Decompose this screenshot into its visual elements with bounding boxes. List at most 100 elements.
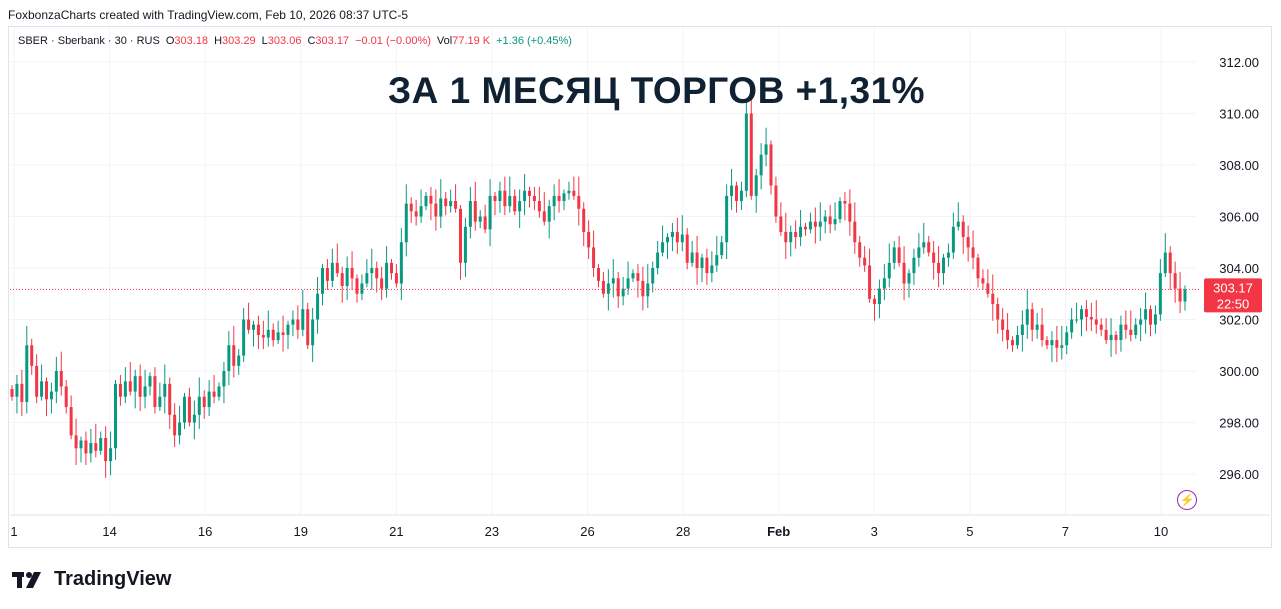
candle-body: [493, 195, 497, 202]
candle-body: [523, 190, 527, 202]
candle-body: [666, 237, 669, 243]
candle-body: [321, 268, 324, 294]
close-label: C: [307, 35, 316, 47]
time-tick-label: 23: [485, 524, 499, 539]
volume-change: +1.36 (+0.45%): [496, 35, 572, 47]
candle-body: [252, 324, 255, 330]
candle-body: [1055, 340, 1059, 348]
candle-body: [64, 386, 68, 408]
candle-body: [804, 226, 807, 230]
candle-body: [695, 252, 699, 268]
candle-body: [542, 211, 546, 222]
lightning-icon[interactable]: ⚡: [1177, 490, 1197, 510]
candle-body: [794, 231, 798, 238]
tradingview-brand[interactable]: TradingView: [12, 568, 171, 591]
candle-body: [1035, 324, 1039, 330]
candle-body: [759, 154, 763, 176]
candle-body: [774, 185, 778, 217]
candle-body: [562, 193, 566, 202]
time-tick-label: 1: [10, 524, 17, 539]
candle-body: [138, 376, 142, 397]
candle-body: [848, 203, 852, 222]
candle-body: [917, 247, 921, 258]
candle-body: [1144, 309, 1148, 320]
candle-body: [710, 265, 714, 274]
candle-body: [192, 414, 196, 423]
candle-body: [892, 247, 896, 263]
candle-body: [133, 376, 137, 392]
candle-body: [897, 247, 901, 263]
price-axis[interactable]: 296.00 298.00 300.00 302.00 304.00 306.00 308.…: [1219, 55, 1259, 482]
time-tick-label: Feb: [767, 524, 790, 539]
candle-body: [503, 190, 507, 207]
candle-body: [991, 293, 995, 305]
candle-body: [828, 216, 832, 225]
symbol-name[interactable]: SBER · Sberbank · 30 · RUS: [18, 35, 160, 47]
candle-body: [463, 226, 467, 263]
candle-body: [784, 231, 788, 243]
candle-body: [74, 435, 78, 449]
candle-body: [247, 319, 251, 330]
candle-body: [276, 332, 280, 341]
candle-body: [996, 304, 1000, 320]
candle-body: [409, 203, 413, 212]
candle-body: [271, 329, 275, 341]
candle-body: [449, 201, 453, 207]
candle-body: [444, 198, 448, 207]
candle-body: [1139, 319, 1143, 325]
candle-body: [705, 257, 709, 274]
candle-body: [789, 231, 793, 243]
candle-body: [89, 443, 93, 454]
candle-body: [1075, 319, 1079, 321]
low-value: 303.06: [267, 35, 302, 47]
candle-body: [1025, 309, 1029, 325]
candle-body: [316, 293, 320, 320]
candle-body: [907, 273, 911, 284]
candle-body: [690, 252, 694, 263]
candle-body: [15, 383, 19, 397]
candle-body: [478, 216, 482, 222]
candle-body: [1045, 340, 1049, 346]
candle-body: [468, 201, 472, 227]
candle-body: [1040, 324, 1044, 341]
candle-body: [1094, 319, 1098, 325]
candle-body: [330, 262, 334, 281]
candle-body: [567, 190, 571, 194]
candle-body: [601, 280, 605, 294]
candle-body: [769, 144, 773, 186]
candle-body: [380, 278, 384, 289]
candle-body: [20, 383, 24, 402]
candle-body: [212, 391, 216, 397]
time-axis[interactable]: 1 14 16 19 21 23 26 28 Feb 3 5 7 10: [10, 524, 1168, 539]
candle-body: [306, 309, 310, 346]
candle-body: [1006, 329, 1010, 341]
symbol-legend[interactable]: SBER · Sberbank · 30 · RUS O 303.18 H 30…: [18, 35, 572, 47]
bar-countdown: 22:50: [1217, 296, 1250, 311]
candle-body: [661, 242, 665, 253]
candle-body: [636, 273, 640, 281]
candle-body: [927, 242, 931, 253]
candle-body: [1149, 309, 1152, 325]
candle-body: [552, 195, 556, 207]
candle-body: [128, 381, 132, 392]
high-label: H: [214, 35, 223, 47]
candle-body: [1109, 334, 1113, 341]
candle-body: [922, 242, 926, 248]
candle-body: [261, 334, 265, 338]
candle-body: [414, 211, 418, 217]
candle-body: [256, 324, 260, 335]
candle-body: [375, 268, 379, 279]
candle-body: [858, 242, 862, 258]
candle-body: [582, 208, 586, 232]
candle-body: [266, 329, 270, 338]
candle-body: [606, 283, 610, 294]
candle-body: [971, 247, 975, 258]
volume-value: 77.19 K: [452, 35, 491, 47]
candle-body: [508, 195, 512, 207]
candle-body: [887, 262, 891, 279]
attribution-line: FoxbonzaCharts created with TradingView.…: [8, 8, 408, 22]
candle-body: [183, 396, 186, 423]
time-tick-label: 28: [676, 524, 690, 539]
price-tick-label: 308.00: [1219, 158, 1259, 173]
